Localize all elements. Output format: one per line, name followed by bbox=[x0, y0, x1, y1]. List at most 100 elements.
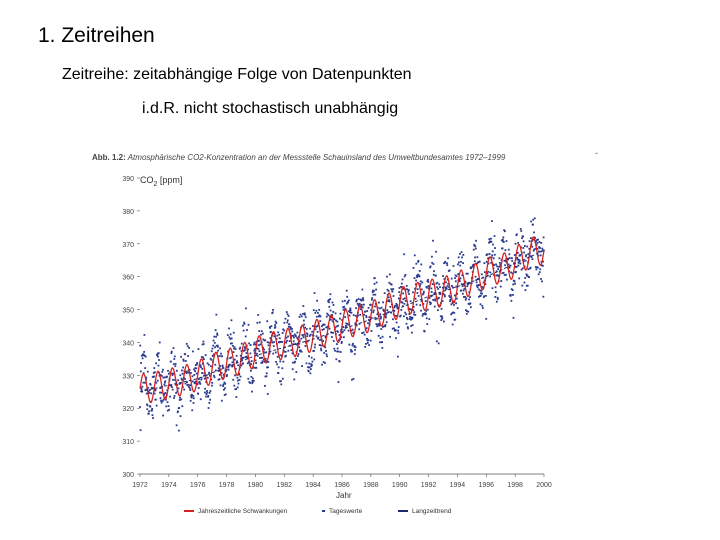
daily-point bbox=[219, 347, 221, 350]
daily-point bbox=[443, 278, 446, 280]
daily-point bbox=[273, 341, 275, 343]
daily-point bbox=[299, 349, 302, 352]
daily-point bbox=[358, 328, 361, 331]
daily-point bbox=[279, 354, 282, 357]
daily-point bbox=[542, 236, 545, 239]
daily-point bbox=[461, 256, 463, 259]
legend-seasonal-swatch bbox=[184, 510, 194, 513]
daily-point bbox=[308, 355, 310, 358]
daily-point bbox=[335, 358, 338, 361]
daily-point bbox=[440, 319, 443, 322]
daily-point bbox=[361, 332, 363, 334]
daily-point bbox=[520, 268, 523, 271]
daily-point bbox=[406, 326, 409, 329]
daily-point bbox=[142, 381, 145, 384]
daily-point bbox=[251, 381, 254, 384]
daily-point bbox=[266, 320, 269, 323]
daily-point bbox=[329, 309, 332, 312]
daily-point bbox=[345, 289, 348, 292]
daily-point bbox=[489, 237, 492, 240]
daily-point bbox=[416, 276, 419, 278]
daily-point bbox=[370, 330, 373, 332]
daily-point bbox=[202, 343, 205, 345]
daily-point bbox=[317, 337, 320, 340]
daily-point bbox=[472, 265, 475, 268]
daily-point bbox=[540, 242, 543, 244]
daily-point bbox=[202, 358, 205, 361]
daily-point bbox=[349, 307, 352, 310]
daily-point bbox=[535, 240, 537, 242]
daily-point bbox=[140, 389, 143, 391]
daily-point bbox=[173, 358, 176, 360]
daily-point bbox=[475, 239, 477, 242]
daily-point bbox=[249, 352, 252, 355]
daily-point bbox=[293, 378, 296, 381]
daily-point bbox=[213, 374, 215, 377]
x-tick-label: 1978 bbox=[219, 482, 235, 489]
daily-point bbox=[478, 284, 481, 286]
daily-point bbox=[331, 336, 333, 338]
daily-point bbox=[242, 362, 245, 365]
daily-point bbox=[467, 310, 470, 313]
daily-point bbox=[484, 271, 486, 274]
daily-point bbox=[422, 303, 425, 305]
daily-point bbox=[454, 277, 456, 280]
daily-point bbox=[277, 366, 280, 369]
daily-point bbox=[444, 260, 447, 263]
daily-point bbox=[446, 262, 448, 265]
daily-point bbox=[207, 395, 210, 397]
daily-point bbox=[225, 375, 228, 378]
daily-point bbox=[309, 333, 312, 336]
daily-point bbox=[214, 363, 217, 366]
daily-point bbox=[146, 408, 149, 411]
daily-point bbox=[481, 304, 484, 307]
daily-point bbox=[433, 305, 436, 308]
daily-point bbox=[161, 400, 164, 402]
daily-point bbox=[173, 355, 176, 358]
daily-point bbox=[533, 217, 536, 220]
daily-point bbox=[191, 409, 194, 412]
daily-point bbox=[460, 283, 463, 285]
x-tick-label: 1996 bbox=[478, 482, 494, 489]
y-tick-label: 360 bbox=[122, 275, 134, 282]
daily-point bbox=[451, 312, 454, 315]
daily-point bbox=[254, 347, 256, 350]
daily-point bbox=[353, 353, 356, 355]
daily-point bbox=[473, 260, 476, 263]
daily-point bbox=[426, 308, 429, 311]
daily-point bbox=[197, 392, 200, 395]
daily-point bbox=[160, 399, 162, 402]
daily-point bbox=[361, 306, 364, 309]
daily-point bbox=[401, 278, 404, 281]
daily-point bbox=[432, 263, 435, 265]
daily-point bbox=[405, 288, 407, 291]
daily-point bbox=[381, 326, 384, 328]
daily-point bbox=[400, 282, 403, 285]
daily-point bbox=[359, 308, 362, 311]
daily-point bbox=[158, 359, 160, 361]
daily-point bbox=[464, 295, 467, 298]
daily-point bbox=[291, 352, 294, 355]
daily-point bbox=[271, 341, 274, 344]
daily-point bbox=[441, 300, 444, 302]
daily-point bbox=[373, 277, 376, 280]
daily-point bbox=[377, 334, 380, 337]
daily-point bbox=[321, 363, 323, 366]
daily-point bbox=[250, 363, 253, 366]
slide-title: 1. Zeitreihen bbox=[38, 24, 155, 47]
daily-point bbox=[141, 354, 144, 357]
daily-point bbox=[230, 319, 233, 322]
daily-point bbox=[494, 247, 496, 249]
daily-point bbox=[163, 383, 166, 386]
daily-point bbox=[187, 383, 190, 386]
daily-point bbox=[282, 328, 285, 331]
daily-point bbox=[249, 369, 252, 372]
daily-point bbox=[301, 334, 304, 337]
daily-point bbox=[371, 298, 373, 301]
daily-point bbox=[220, 352, 222, 355]
daily-point bbox=[181, 378, 183, 381]
daily-point bbox=[327, 300, 329, 303]
daily-point bbox=[395, 337, 397, 340]
daily-point bbox=[191, 393, 193, 396]
daily-point bbox=[504, 264, 507, 267]
